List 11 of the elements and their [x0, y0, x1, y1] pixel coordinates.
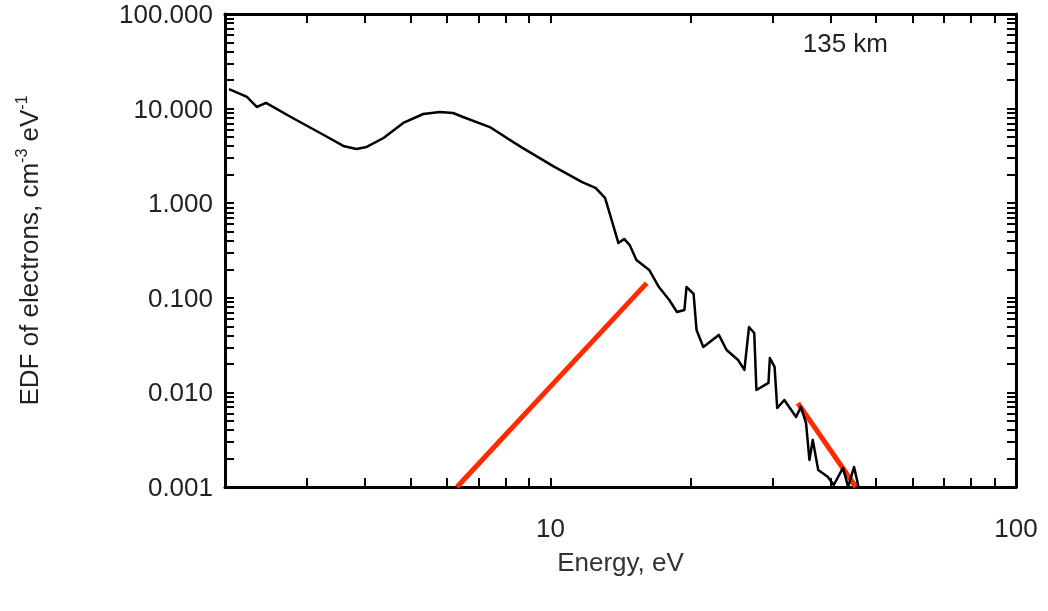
y-axis-title: EDF of electrons, cm-3 eV-1 — [12, 95, 44, 406]
y-tick-label: 10.000 — [133, 93, 213, 124]
y-tick-label: 0.001 — [147, 472, 213, 502]
annotation: 135 km — [802, 28, 888, 58]
y-tick-label: 1.000 — [147, 188, 213, 219]
y-tick-label: 0.100 — [147, 282, 213, 313]
y-tick-label: 100.000 — [119, 0, 213, 29]
y-tick-label: 0.010 — [147, 377, 213, 408]
x-tick-label: 100 — [994, 513, 1038, 543]
x-axis-title: Energy, eV — [557, 547, 685, 577]
x-tick-label: 10 — [535, 513, 565, 543]
